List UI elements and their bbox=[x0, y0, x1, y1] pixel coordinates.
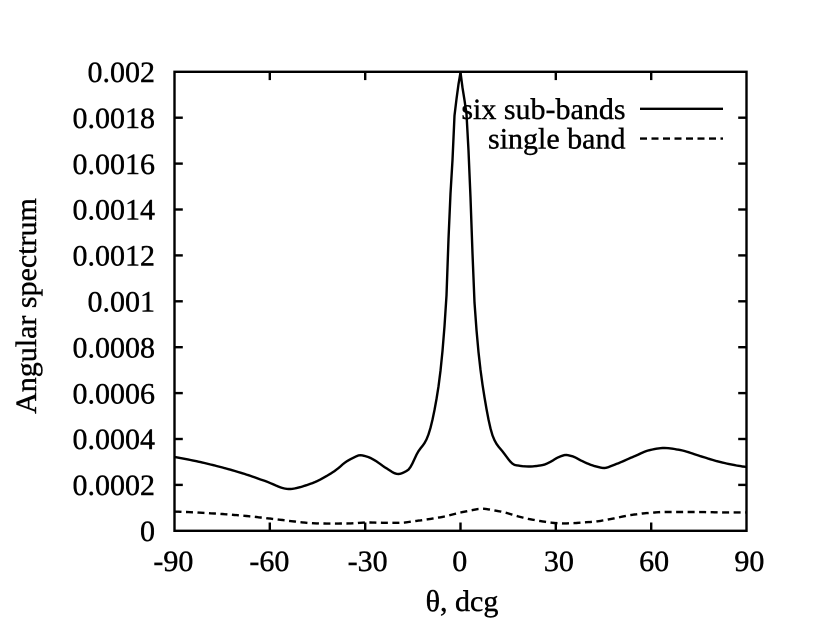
svg-text:0.001: 0.001 bbox=[88, 286, 156, 319]
svg-text:60: 60 bbox=[639, 545, 669, 578]
svg-text:-60: -60 bbox=[249, 545, 289, 578]
svg-text:-30: -30 bbox=[348, 545, 388, 578]
svg-text:0.0016: 0.0016 bbox=[73, 148, 156, 181]
svg-text:0.0012: 0.0012 bbox=[73, 240, 156, 273]
svg-text:0.002: 0.002 bbox=[88, 56, 156, 89]
svg-text:0.0004: 0.0004 bbox=[73, 423, 156, 456]
svg-text:0.0002: 0.0002 bbox=[73, 469, 156, 502]
svg-text:six sub-bands: six sub-bands bbox=[461, 93, 625, 126]
svg-text:0.0018: 0.0018 bbox=[73, 102, 156, 135]
svg-text:0: 0 bbox=[140, 515, 155, 548]
svg-text:θ, dcg: θ, dcg bbox=[426, 585, 499, 618]
svg-text:0.0006: 0.0006 bbox=[73, 377, 156, 410]
svg-text:30: 30 bbox=[544, 545, 574, 578]
svg-text:0.0008: 0.0008 bbox=[73, 331, 156, 364]
svg-text:-90: -90 bbox=[153, 545, 193, 578]
svg-text:90: 90 bbox=[734, 545, 764, 578]
svg-text:0: 0 bbox=[452, 545, 467, 578]
svg-text:Angular spectrum: Angular spectrum bbox=[10, 198, 43, 414]
svg-text:single band: single band bbox=[488, 123, 625, 156]
svg-text:0.0014: 0.0014 bbox=[73, 194, 156, 227]
